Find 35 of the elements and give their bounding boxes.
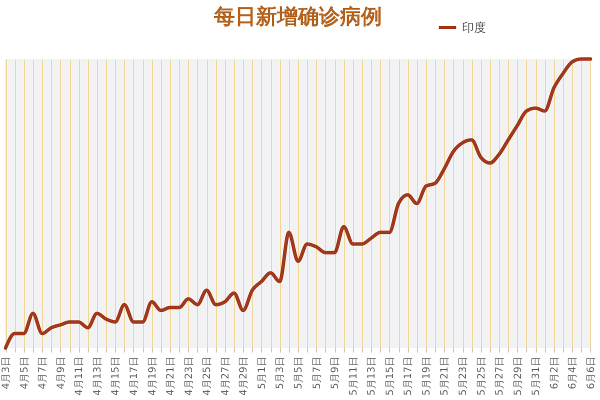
x-tick-label: 4月5日 [19,356,30,390]
x-tick-label: 5月27日 [494,356,506,396]
x-tick-label: 5月1日 [256,356,268,390]
x-tick-label: 4月27日 [220,356,232,396]
x-tick-label: 4月7日 [38,356,49,390]
x-tick-label: 5月25日 [476,356,488,396]
x-tick-label: 4月29日 [238,356,250,396]
x-tick-label: 4月21日 [166,356,177,396]
x-tick-label: 5月19日 [421,356,432,396]
x-tick-label: 5月29日 [512,356,524,396]
x-tick-label: 6月4日 [568,356,579,390]
x-tick-label: 5月11日 [348,356,360,396]
x-tick-label: 4月17日 [128,356,140,396]
x-tick-label: 5月3日 [275,356,286,390]
chart-title: 每日新增确诊病例 [213,4,382,28]
x-tick-label: 5月5日 [294,356,304,390]
x-tick-label: 4月19日 [147,356,158,396]
x-tick-label: 5月23日 [458,356,470,396]
x-tick-label: 4月15日 [110,356,122,396]
x-tick-label: 5月15日 [384,356,396,396]
x-tick-label: 5月21日 [440,356,451,396]
x-tick-label: 4月9日 [56,356,67,390]
x-tick-label: 5月13日 [366,356,378,396]
x-tick-label: 4月3日 [1,356,12,390]
x-tick-label: 4月13日 [92,356,104,396]
x-tick-label: 6月2日 [549,356,560,390]
x-tick-label: 6月6日 [586,356,597,390]
x-tick-label: 5月7日 [312,356,323,390]
x-tick-label: 4月25日 [202,356,214,396]
legend-label: 印度 [462,20,486,34]
x-tick-label: 5月17日 [403,356,414,396]
x-tick-label: 4月11日 [74,356,86,396]
x-tick-label: 5月31日 [531,356,542,396]
x-tick-label: 4月23日 [184,356,195,396]
x-tick-label: 5月9日 [330,356,342,390]
